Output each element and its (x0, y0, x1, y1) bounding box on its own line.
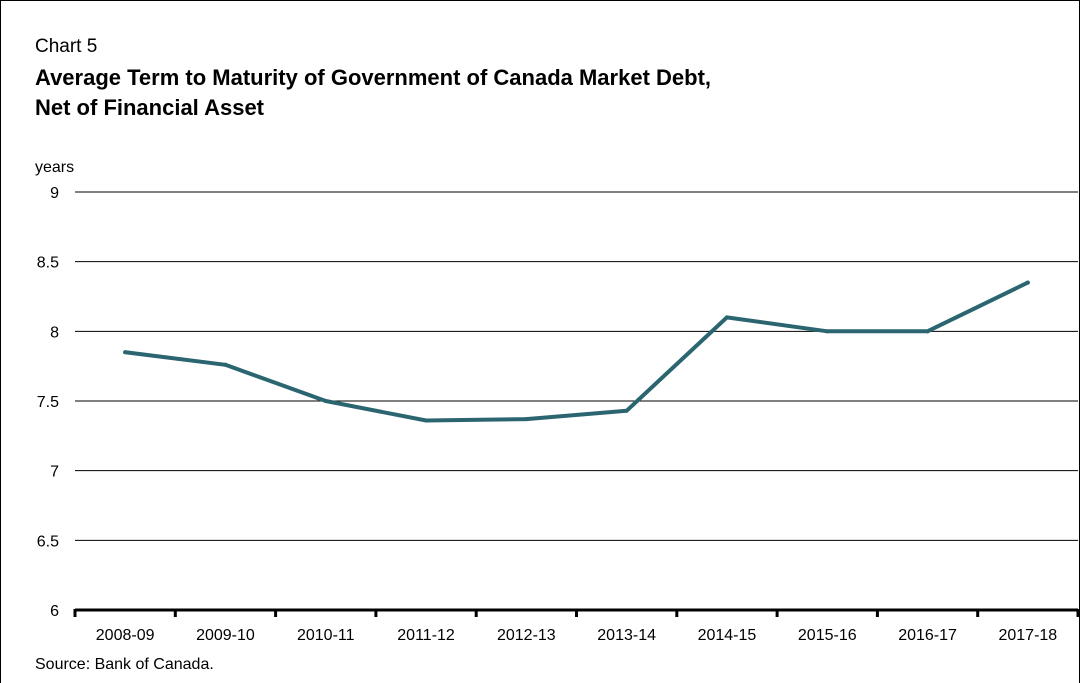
chart-title-line-1: Average Term to Maturity of Government o… (35, 65, 712, 90)
data-point (223, 362, 228, 367)
x-tick-label: 2010-11 (297, 627, 355, 644)
data-point (825, 329, 830, 334)
chart-title-line-2: Net of Financial Asset (35, 95, 265, 120)
x-tick-label: 2013-14 (597, 627, 656, 644)
y-tick-label: 6 (50, 603, 59, 620)
y-tick-label: 7 (50, 464, 59, 481)
x-tick-label: 2011-12 (397, 627, 455, 644)
data-point (925, 329, 930, 334)
y-tick-label: 7.5 (37, 394, 59, 411)
data-point (1025, 280, 1030, 285)
x-tick-label: 2012-13 (497, 627, 556, 644)
data-point (624, 408, 629, 413)
y-tick-label: 6.5 (37, 533, 59, 550)
series-line (123, 280, 1030, 423)
data-point (123, 350, 128, 355)
data-point (323, 399, 328, 403)
x-tick-label: 2016-17 (898, 627, 957, 644)
x-tick-label: 2017-18 (998, 627, 1057, 644)
y-tick-label: 9 (50, 185, 59, 202)
chart-title: Average Term to Maturity of Government o… (35, 63, 711, 123)
chart-number: Chart 5 (35, 36, 98, 57)
data-point (524, 417, 529, 422)
data-point (424, 418, 429, 423)
y-axis-label: years (35, 159, 74, 176)
x-tick-label: 2008-09 (96, 627, 155, 644)
y-tick-label: 8.5 (37, 255, 59, 272)
data-point (724, 315, 729, 320)
x-tick-label: 2015-16 (798, 627, 857, 644)
y-tick-label: 8 (50, 324, 59, 341)
x-tick-label: 2014-15 (698, 627, 757, 644)
source-note: Source: Bank of Canada. (35, 656, 214, 673)
x-tick-label: 2009-10 (196, 627, 255, 644)
